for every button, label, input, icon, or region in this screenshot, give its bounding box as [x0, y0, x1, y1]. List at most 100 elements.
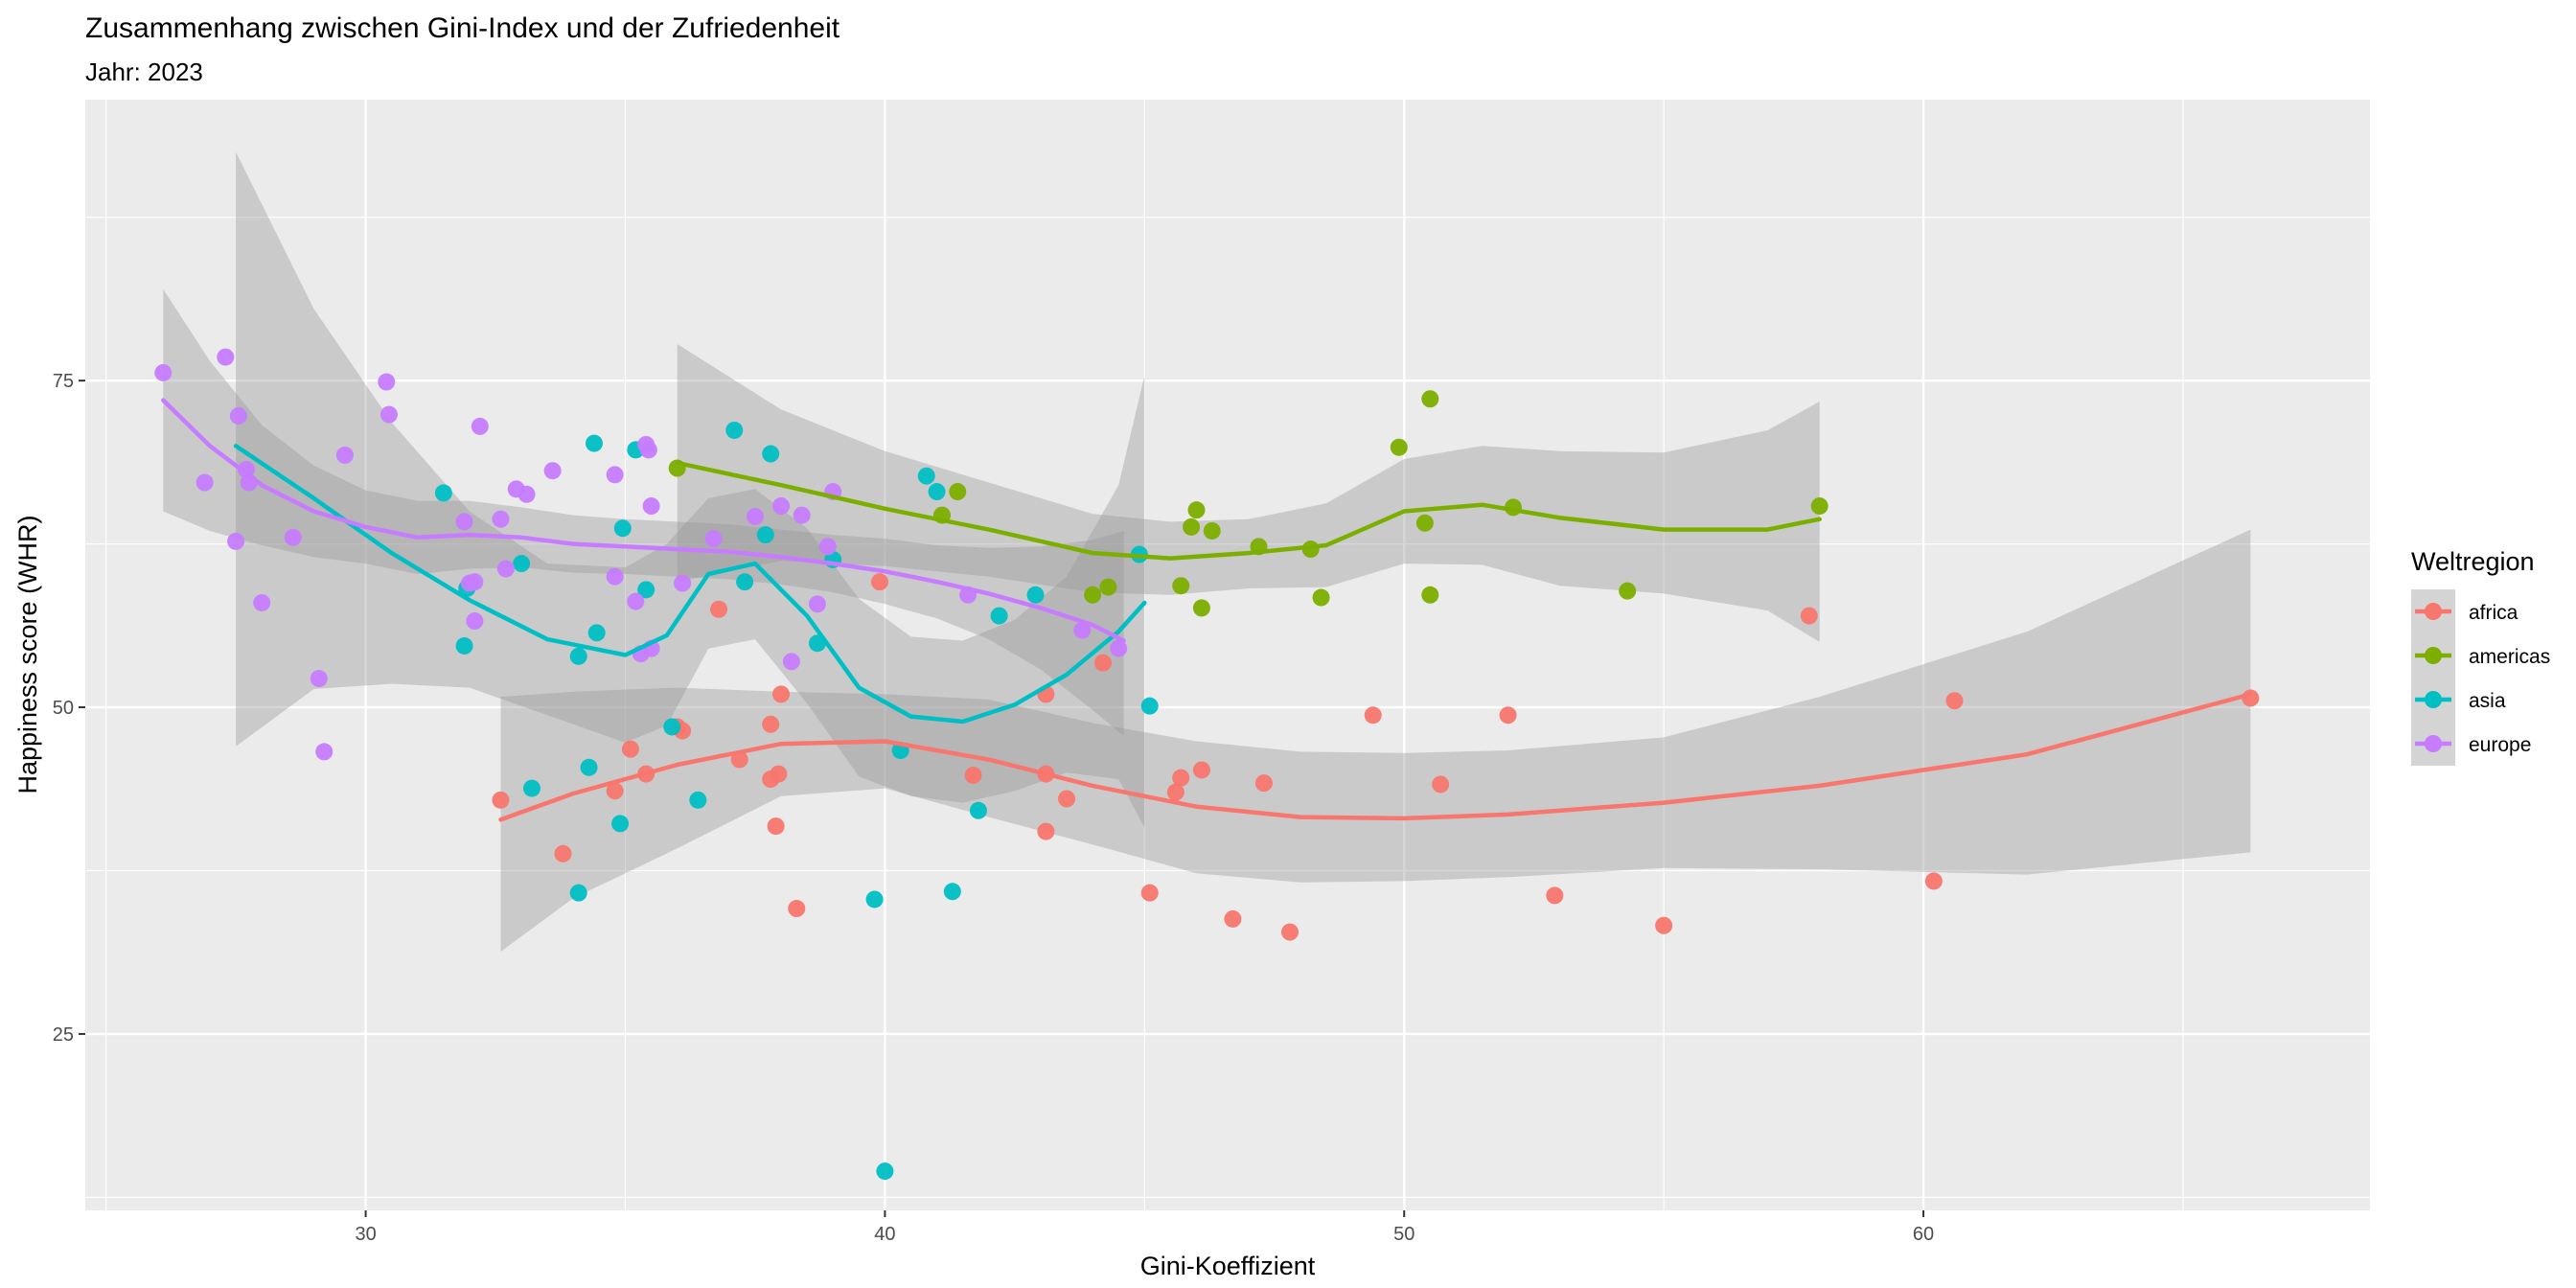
data-point-asia: [434, 484, 452, 502]
data-point-asia: [455, 636, 473, 655]
data-point-asia: [585, 434, 603, 452]
data-point-africa: [762, 715, 780, 733]
data-point-europe: [543, 462, 562, 480]
data-point-europe: [606, 466, 624, 484]
y-tick-label: 50: [53, 698, 74, 719]
data-point-europe: [471, 417, 489, 435]
data-point-europe: [380, 405, 398, 424]
data-point-africa: [767, 817, 785, 836]
data-point-europe: [315, 743, 334, 761]
y-tick-label: 25: [53, 1024, 74, 1046]
data-point-asia: [522, 779, 540, 797]
grid-major: [85, 100, 2370, 1210]
data-point-africa: [1037, 822, 1055, 840]
data-point-asia: [943, 883, 961, 901]
data-point-americas: [1203, 521, 1221, 540]
data-point-americas: [1187, 501, 1206, 519]
data-point-africa: [1172, 769, 1190, 787]
y-tick-label: 75: [53, 371, 74, 392]
data-point-europe: [1110, 639, 1128, 657]
data-point-africa: [621, 740, 639, 758]
plot-panel: [85, 100, 2370, 1210]
data-point-europe: [310, 670, 328, 688]
legend-label-asia: asia: [2469, 690, 2506, 712]
data-point-africa: [606, 782, 624, 800]
confidence-bands: [163, 151, 2251, 952]
data-point-europe: [639, 441, 657, 459]
data-point-americas: [1192, 599, 1210, 617]
data-point-africa: [1432, 775, 1450, 794]
data-point-europe: [284, 528, 302, 546]
data-point-americas: [1421, 586, 1439, 604]
data-point-americas: [1183, 518, 1201, 536]
data-point-asia: [611, 815, 630, 833]
data-point-asia: [969, 801, 987, 819]
data-point-asia: [580, 758, 598, 776]
data-point-europe: [335, 446, 354, 464]
smooth-lines: [161, 398, 2253, 822]
data-point-europe: [518, 485, 536, 503]
data-point-asia: [513, 555, 531, 573]
data-point-africa: [1166, 783, 1184, 801]
legend-label-europe: europe: [2469, 734, 2531, 756]
data-point-europe: [253, 593, 271, 611]
chart-subtitle: Jahr: 2023: [85, 58, 203, 86]
data-point-americas: [1619, 582, 1637, 600]
legend-key-point-africa: [2425, 603, 2442, 620]
data-point-europe: [455, 513, 473, 531]
data-point-asia: [663, 718, 681, 736]
x-tick-label: 30: [355, 1224, 376, 1245]
data-point-africa: [554, 844, 572, 862]
data-point-europe: [772, 497, 791, 516]
data-point-africa: [710, 600, 728, 618]
smooth-line-asia: [233, 444, 1147, 724]
legend-key-point-americas: [2425, 647, 2442, 664]
legend-key-point-asia: [2425, 691, 2442, 708]
chart-title: Zusammenhang zwischen Gini-Index und der…: [85, 12, 840, 44]
data-point-asia: [725, 421, 744, 439]
confidence-band-europe: [163, 288, 1124, 736]
legend-title: Weltregion: [2411, 547, 2535, 576]
data-point-europe: [496, 560, 515, 578]
data-point-americas: [1810, 497, 1828, 516]
data-point-americas: [1312, 588, 1330, 607]
data-point-europe: [154, 363, 172, 381]
data-point-africa: [1192, 761, 1210, 779]
data-point-africa: [1800, 607, 1818, 625]
x-tick-label: 60: [1913, 1224, 1934, 1245]
data-point-europe: [818, 538, 837, 556]
data-point-africa: [788, 900, 806, 918]
data-point-africa: [870, 573, 888, 591]
data-point-asia: [876, 1162, 894, 1181]
confidence-band-americas: [677, 344, 1820, 642]
data-point-africa: [1924, 872, 1943, 890]
data-point-americas: [1084, 586, 1102, 604]
data-point-europe: [1073, 621, 1092, 639]
data-point-europe: [642, 497, 660, 516]
data-point-asia: [756, 526, 774, 544]
data-point-americas: [1172, 577, 1190, 595]
data-point-africa: [1140, 884, 1159, 902]
smooth-line-americas: [675, 460, 1822, 561]
data-point-africa: [1058, 790, 1076, 808]
x-tick-label: 40: [874, 1224, 895, 1245]
legend-label-americas: americas: [2469, 646, 2550, 668]
data-point-europe: [782, 653, 800, 671]
data-point-asia: [865, 890, 884, 908]
data-point-asia: [587, 624, 606, 642]
data-point-americas: [1099, 578, 1117, 596]
data-points: [154, 348, 2260, 1181]
data-point-asia: [736, 573, 754, 591]
data-point-asia: [990, 607, 1008, 625]
legend-label-africa: africa: [2469, 602, 2518, 624]
data-point-africa: [1655, 916, 1673, 934]
data-point-europe: [217, 348, 235, 366]
smooth-line-europe: [161, 398, 1126, 643]
data-point-africa: [492, 791, 510, 809]
data-point-europe: [466, 612, 484, 631]
data-point-asia: [917, 467, 935, 485]
data-point-europe: [627, 592, 645, 610]
data-point-africa: [1254, 774, 1273, 793]
data-point-africa: [1364, 706, 1382, 724]
data-point-africa: [1499, 706, 1517, 724]
